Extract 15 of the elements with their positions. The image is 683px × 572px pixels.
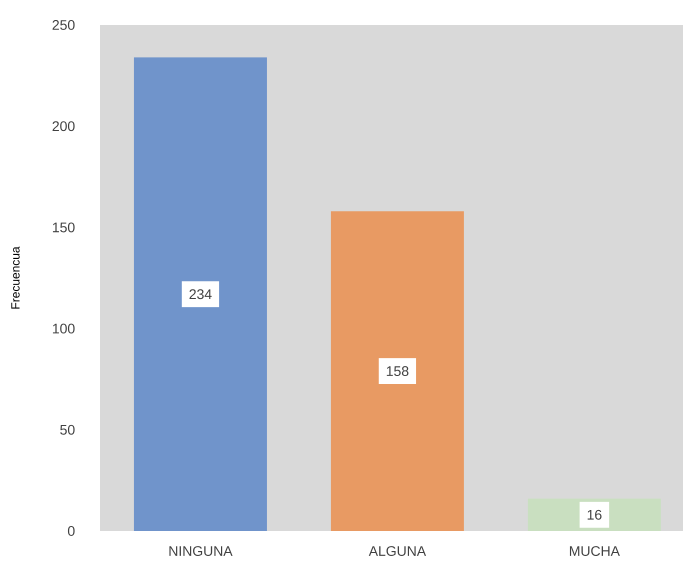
y-tick-label: 150 [52, 222, 75, 232]
data-label: 158 [386, 366, 408, 376]
y-tick-label: 200 [52, 121, 75, 132]
y-axis-title: Frecuencua [11, 246, 20, 309]
y-tick-label: 100 [52, 324, 75, 334]
x-tick-label: ALGUNA [368, 546, 426, 556]
y-tick-label: 250 [52, 20, 75, 30]
data-label: 16 [588, 510, 602, 520]
x-tick-label: MUCHA [570, 546, 620, 556]
data-label: 234 [190, 289, 212, 300]
x-tick-label: NINGUNA [169, 546, 233, 556]
bar [330, 211, 464, 531]
bar [134, 57, 267, 531]
y-tick-label: 0 [68, 526, 75, 536]
y-tick-label: 50 [60, 424, 75, 435]
